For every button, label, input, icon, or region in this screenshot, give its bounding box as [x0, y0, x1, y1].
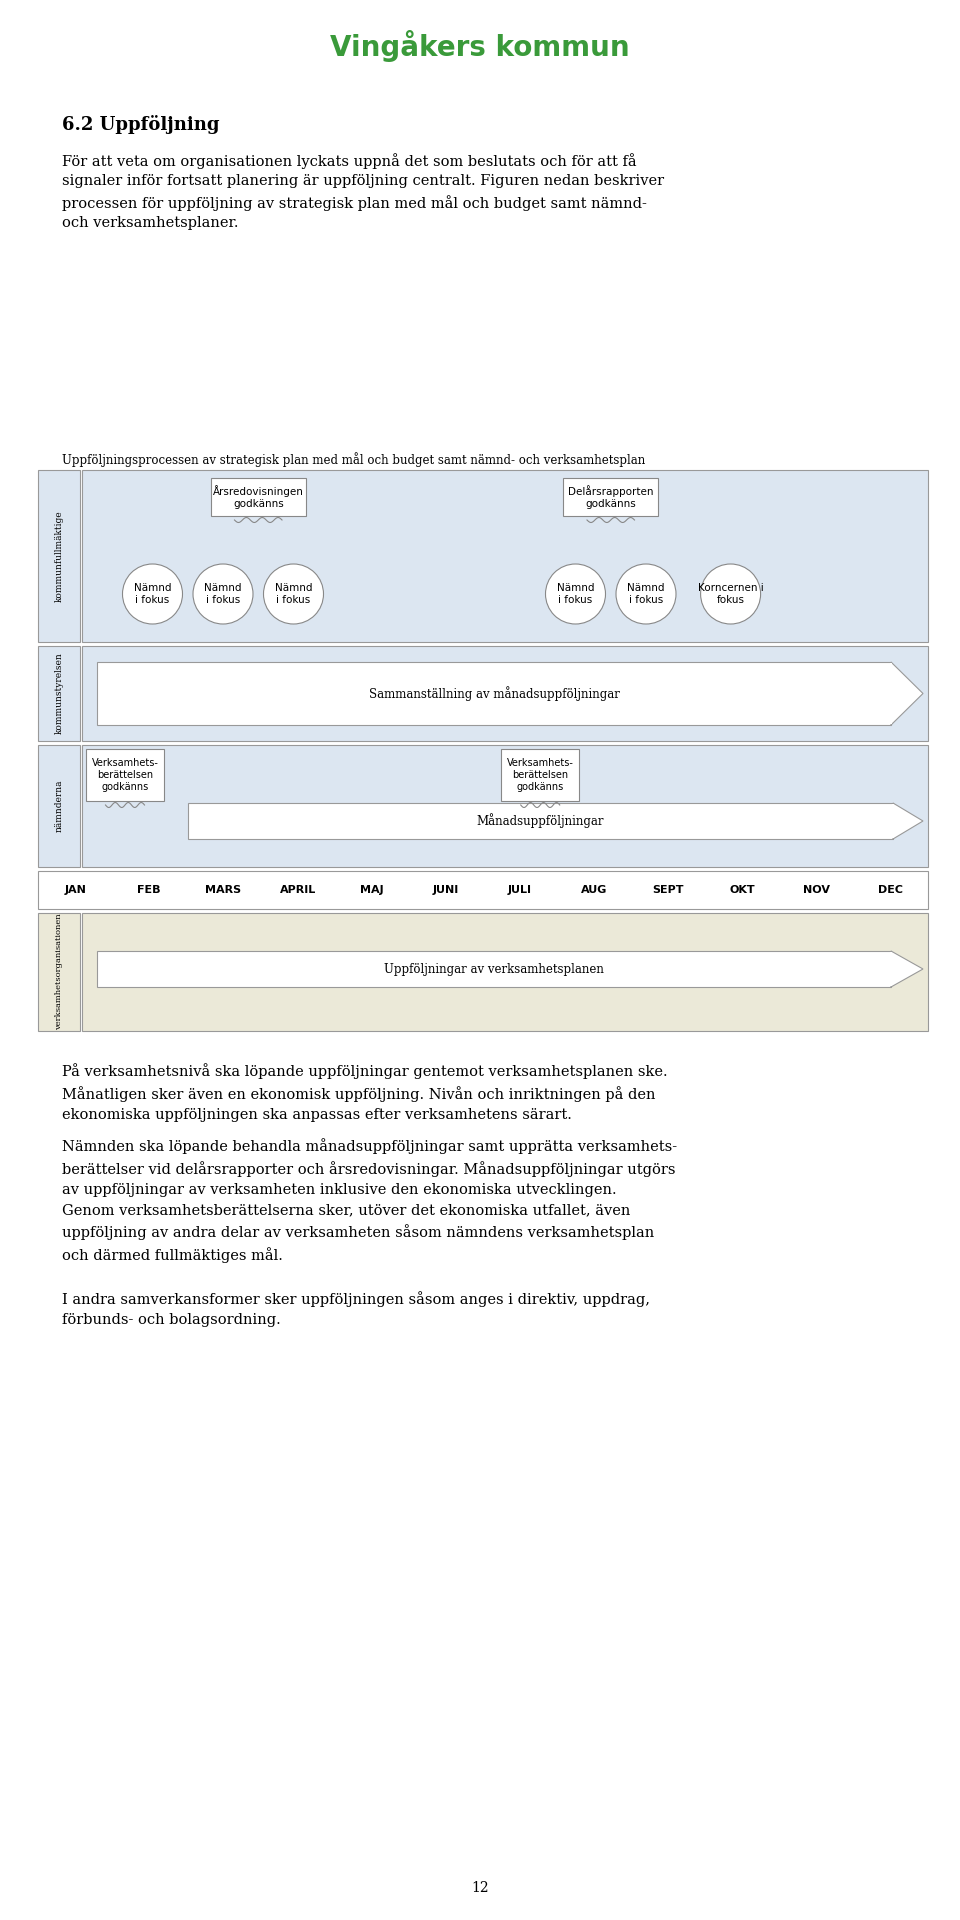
Text: kommunstyrelsen: kommunstyrelsen [55, 653, 63, 733]
Bar [38, 745, 80, 868]
Bar [82, 645, 928, 741]
Bar [86, 749, 164, 801]
Text: Sammanställning av månadsuppföljningar: Sammanställning av månadsuppföljningar [369, 685, 619, 701]
Polygon shape [891, 950, 923, 987]
Text: MAJ: MAJ [360, 885, 384, 895]
Bar [501, 749, 579, 801]
Text: DEC: DEC [878, 885, 903, 895]
Text: 12: 12 [471, 1882, 489, 1895]
Bar [82, 914, 928, 1031]
Bar [82, 745, 928, 868]
Polygon shape [893, 803, 923, 839]
Text: FEB: FEB [137, 885, 161, 895]
Text: Uppföljningar av verksamhetsplanen: Uppföljningar av verksamhetsplanen [384, 962, 604, 975]
Text: På verksamhetsnivå ska löpande uppföljningar gentemot verksamhetsplanen ske.
Mån: På verksamhetsnivå ska löpande uppföljni… [62, 1064, 667, 1121]
Text: APRIL: APRIL [279, 885, 316, 895]
Text: JAN: JAN [64, 885, 86, 895]
Text: SEPT: SEPT [653, 885, 684, 895]
Text: I andra samverkansformer sker uppföljningen såsom anges i direktiv, uppdrag,
för: I andra samverkansformer sker uppföljnin… [62, 1290, 650, 1327]
Text: verksamhetsorganisationen: verksamhetsorganisationen [55, 914, 63, 1031]
Circle shape [701, 564, 760, 624]
Text: För att veta om organisationen lyckats uppnå det som beslutats och för att få: För att veta om organisationen lyckats u… [62, 154, 636, 169]
Text: processen för uppföljning av strategisk plan med mål och budget samt nämnd-: processen för uppföljning av strategisk … [62, 196, 647, 211]
Bar [890, 662, 892, 724]
Text: Årsredovisningen
godkänns: Årsredovisningen godkänns [213, 486, 303, 509]
Text: Nämnd
i fokus: Nämnd i fokus [557, 584, 594, 605]
Text: Vingåkers kommun: Vingåkers kommun [330, 31, 630, 61]
Text: signaler inför fortsatt planering är uppföljning centralt. Figuren nedan beskriv: signaler inför fortsatt planering är upp… [62, 175, 664, 188]
Text: Nämnden ska löpande behandla månadsuppföljningar samt upprätta verksamhets-
berä: Nämnden ska löpande behandla månadsuppfö… [62, 1139, 677, 1263]
Text: JULI: JULI [508, 885, 532, 895]
Bar [38, 914, 80, 1031]
Text: Korncernen i
fokus: Korncernen i fokus [698, 584, 763, 605]
Text: MARS: MARS [205, 885, 242, 895]
Bar [564, 478, 659, 516]
Circle shape [193, 564, 253, 624]
Text: Verksamhets-
berättelsen
godkänns: Verksamhets- berättelsen godkänns [507, 758, 574, 791]
Bar [211, 478, 305, 516]
Bar [38, 872, 928, 908]
Text: Uppföljningsprocessen av strategisk plan med mål och budget samt nämnd- och verk: Uppföljningsprocessen av strategisk plan… [62, 451, 645, 467]
Bar [38, 645, 80, 741]
Text: nämnderna: nämnderna [55, 780, 63, 831]
Circle shape [545, 564, 606, 624]
Text: AUG: AUG [581, 885, 608, 895]
Circle shape [123, 564, 182, 624]
Bar [188, 803, 893, 839]
Bar [890, 952, 892, 987]
Text: Nämnd
i fokus: Nämnd i fokus [204, 584, 242, 605]
Polygon shape [891, 662, 923, 726]
Text: Delårsrapporten
godkänns: Delårsrapporten godkänns [568, 486, 654, 509]
Text: NOV: NOV [804, 885, 830, 895]
Text: kommunfullmäktige: kommunfullmäktige [55, 511, 63, 601]
Circle shape [616, 564, 676, 624]
Text: och verksamhetsplaner.: och verksamhetsplaner. [62, 217, 238, 230]
Text: Verksamhets-
berättelsen
godkänns: Verksamhets- berättelsen godkänns [91, 758, 158, 791]
Text: 6.2 Uppföljning: 6.2 Uppföljning [62, 115, 220, 134]
Bar [97, 950, 891, 987]
Text: Nämnd
i fokus: Nämnd i fokus [275, 584, 312, 605]
Bar [892, 804, 894, 839]
Bar [97, 662, 891, 726]
Circle shape [263, 564, 324, 624]
Bar [38, 470, 80, 641]
Text: OKT: OKT [730, 885, 756, 895]
Text: JUNI: JUNI [433, 885, 459, 895]
Bar [82, 470, 928, 641]
Text: Nämnd
i fokus: Nämnd i fokus [627, 584, 664, 605]
Text: Månadsuppföljningar: Månadsuppföljningar [476, 814, 604, 828]
Text: Nämnd
i fokus: Nämnd i fokus [133, 584, 171, 605]
